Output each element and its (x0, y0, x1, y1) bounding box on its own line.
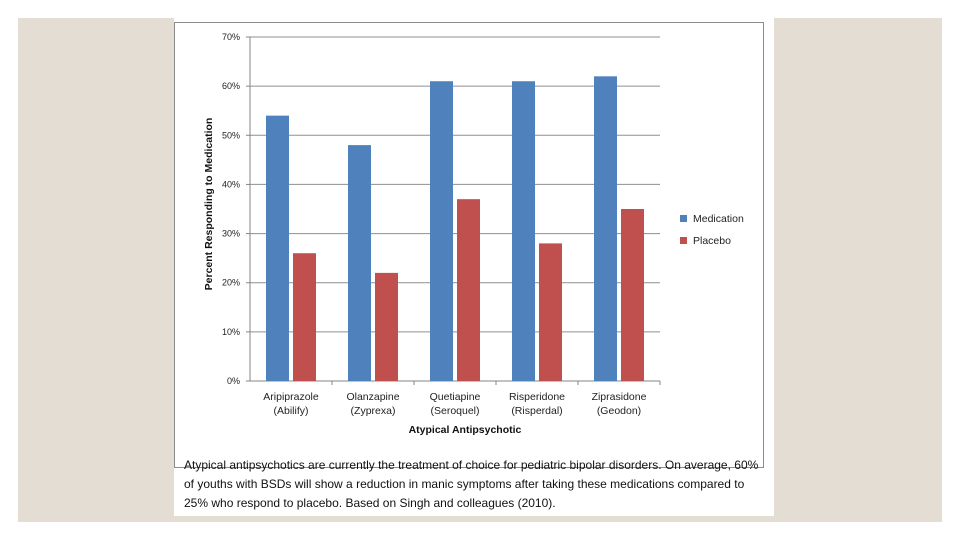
bar-medication (430, 81, 453, 381)
y-tick-label: 50% (222, 130, 240, 140)
bar-placebo (539, 243, 562, 381)
x-tick-sublabel: (Abilify) (273, 405, 308, 417)
x-tick-label: Aripiprazole (263, 391, 319, 403)
legend-swatch-medication (680, 215, 687, 222)
x-tick-sublabel: (Risperdal) (511, 405, 562, 417)
x-tick-label: Ziprasidone (592, 391, 647, 403)
x-axis-title: Atypical Antipsychotic (409, 424, 522, 436)
y-tick-label: 0% (227, 376, 240, 386)
figure-caption: Atypical antipsychotics are currently th… (184, 458, 759, 510)
figure-panel: 0% 10% 20% 30% 40% 50% 60% 70% Aripiprazole (Abil… (174, 18, 774, 516)
bar-placebo (621, 209, 644, 381)
bar-medication (266, 115, 289, 381)
bar-medication (348, 145, 371, 381)
y-tick-label: 30% (222, 229, 240, 239)
y-tick-label: 70% (222, 32, 240, 42)
y-tick-label: 20% (222, 278, 240, 288)
x-tick-label: Risperidone (509, 391, 565, 403)
bar-chart: 0% 10% 20% 30% 40% 50% 60% 70% Aripiprazole (Abil… (203, 32, 744, 436)
bar-medication (512, 81, 535, 381)
x-tick-sublabel: (Geodon) (597, 405, 641, 417)
x-tick-label: Olanzapine (346, 391, 399, 403)
bar-placebo (375, 272, 398, 381)
legend-label-placebo: Placebo (693, 235, 731, 247)
bar-medication (594, 76, 617, 382)
x-tick-sublabel: (Zyprexa) (351, 405, 396, 417)
y-tick-label: 40% (222, 179, 240, 189)
y-tick-label: 10% (222, 327, 240, 337)
legend-label-medication: Medication (693, 213, 744, 225)
bar-placebo (293, 253, 316, 381)
x-tick-sublabel: (Seroquel) (430, 405, 479, 417)
bar-placebo (457, 199, 480, 381)
y-tick-label: 60% (222, 81, 240, 91)
x-tick-label: Quetiapine (430, 391, 481, 403)
y-axis-title: Percent Responding to Medication (203, 118, 215, 291)
legend-swatch-placebo (680, 237, 687, 244)
